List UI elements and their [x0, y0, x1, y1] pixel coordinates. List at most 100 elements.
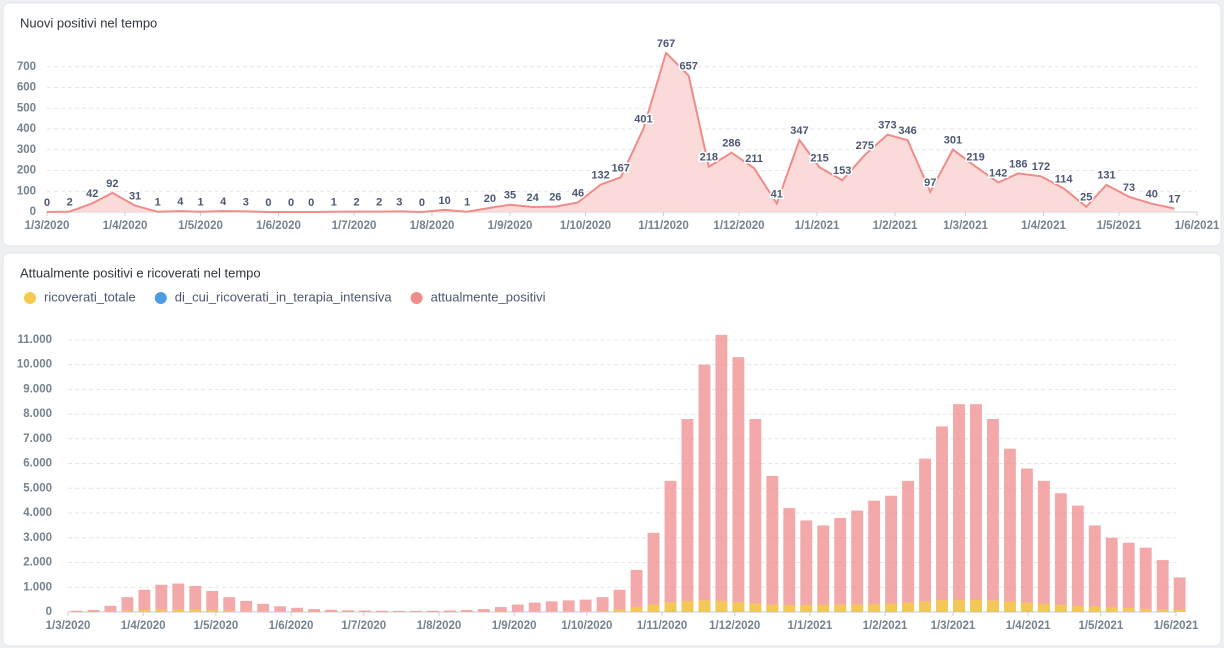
bar: [681, 600, 694, 612]
bar: [1054, 604, 1067, 612]
bar: [1173, 609, 1186, 612]
data-label: 167: [612, 162, 630, 174]
y-tick-label: 10.000: [17, 359, 52, 371]
data-label: 25: [1080, 192, 1092, 204]
data-label: 1: [197, 197, 203, 209]
bar: [206, 610, 219, 612]
y-tick-label: 0: [30, 206, 36, 218]
x-tick-label: 1/9/2020: [492, 620, 537, 632]
bar: [936, 600, 948, 612]
bar: [715, 600, 728, 612]
x-tick-label: 1/11/2020: [637, 620, 688, 632]
y-tick-label: 600: [17, 82, 36, 94]
bar: [970, 599, 982, 612]
bar: [681, 419, 694, 612]
bar: [868, 604, 881, 612]
y-tick-label: 7.000: [23, 433, 52, 445]
y-tick-label: 200: [17, 165, 36, 177]
x-tick-label: 1/11/2020: [638, 220, 689, 232]
bar: [189, 609, 202, 612]
bar: [919, 458, 932, 612]
x-tick-label: 1/10/2020: [561, 620, 612, 632]
bar: [1122, 608, 1135, 612]
x-tick-label: 1/1/2021: [795, 220, 840, 232]
bar: [460, 610, 473, 612]
data-label: 17: [1168, 193, 1180, 205]
bar: [817, 525, 830, 612]
legend-label: di_cui_ricoverati_in_terapia_intensiva: [175, 289, 393, 304]
bar: [87, 610, 100, 612]
y-tick-label: 700: [17, 61, 36, 73]
bar: [257, 603, 270, 612]
bar: [715, 334, 728, 612]
x-tick-label: 1/4/2021: [1021, 220, 1066, 232]
legend-label: attualmente_positivi: [431, 289, 546, 304]
bar: [223, 597, 236, 612]
y-tick-label: 3.000: [23, 532, 52, 544]
data-label: 215: [810, 152, 828, 164]
data-label: 73: [1123, 182, 1135, 194]
data-label: 0: [44, 197, 50, 209]
data-label: 2: [376, 196, 382, 208]
bar: [579, 611, 592, 612]
bar: [545, 601, 558, 612]
bar: [240, 600, 253, 612]
bar: [851, 604, 864, 612]
bar: [698, 364, 711, 612]
data-label: 20: [484, 193, 496, 205]
bar: [155, 584, 168, 612]
bar: [902, 480, 915, 612]
bar: [953, 404, 965, 612]
data-label: 24: [527, 192, 540, 204]
data-label: 142: [989, 167, 1007, 179]
data-label: 1: [464, 197, 470, 209]
y-tick-label: 4.000: [23, 507, 52, 519]
bar: [1071, 605, 1084, 612]
x-tick-label: 1/3/2021: [931, 620, 976, 632]
line: [46, 50, 1175, 214]
data-label: 347: [790, 125, 808, 137]
chart-title: Nuovi positivi nel tempo: [20, 15, 157, 30]
data-label: 97: [924, 177, 936, 189]
bar: [630, 607, 643, 612]
legend-marker: [154, 292, 167, 304]
data-label: 3: [396, 196, 402, 208]
x-tick-label: 1/5/2021: [1078, 620, 1123, 632]
x-tick-label: 1/12/2020: [709, 620, 760, 632]
bar: [545, 611, 558, 612]
data-label: 0: [288, 197, 294, 209]
y-tick-label: 0: [46, 606, 52, 618]
bar: [528, 611, 541, 612]
bar: [1173, 577, 1186, 612]
data-label: 657: [680, 61, 698, 73]
bar: [647, 604, 660, 612]
x-tick-label: 1/7/2020: [332, 220, 377, 232]
bar: [851, 510, 864, 612]
bar: [970, 404, 982, 612]
x-tick-label: 1/3/2021: [943, 220, 988, 232]
bar: [104, 605, 117, 612]
x-tick-label: 1/2/2021: [863, 620, 908, 632]
x-tick-label: 1/2/2021: [873, 220, 918, 232]
data-label: 346: [898, 125, 916, 137]
data-label: 42: [86, 188, 98, 200]
x-tick-label: 1/6/2021: [1175, 220, 1220, 232]
bar: [257, 611, 270, 612]
x-tick-label: 1/7/2020: [341, 620, 386, 632]
bar: [749, 603, 762, 612]
bar: [138, 609, 151, 612]
y-tick-label: 300: [17, 144, 36, 156]
data-label: 211: [745, 153, 763, 165]
data-label: 4: [177, 196, 184, 208]
data-label: 114: [1055, 173, 1074, 185]
bar: [596, 597, 609, 612]
bar: [613, 589, 626, 612]
chart-title: Attualmente positivi e ricoverati nel te…: [20, 265, 261, 280]
bar: [393, 610, 405, 612]
x-tick-label: 1/9/2020: [488, 220, 533, 232]
data-label: 0: [265, 197, 271, 209]
data-label: 286: [722, 138, 740, 150]
bar: [1139, 608, 1152, 612]
bar: [443, 610, 456, 612]
